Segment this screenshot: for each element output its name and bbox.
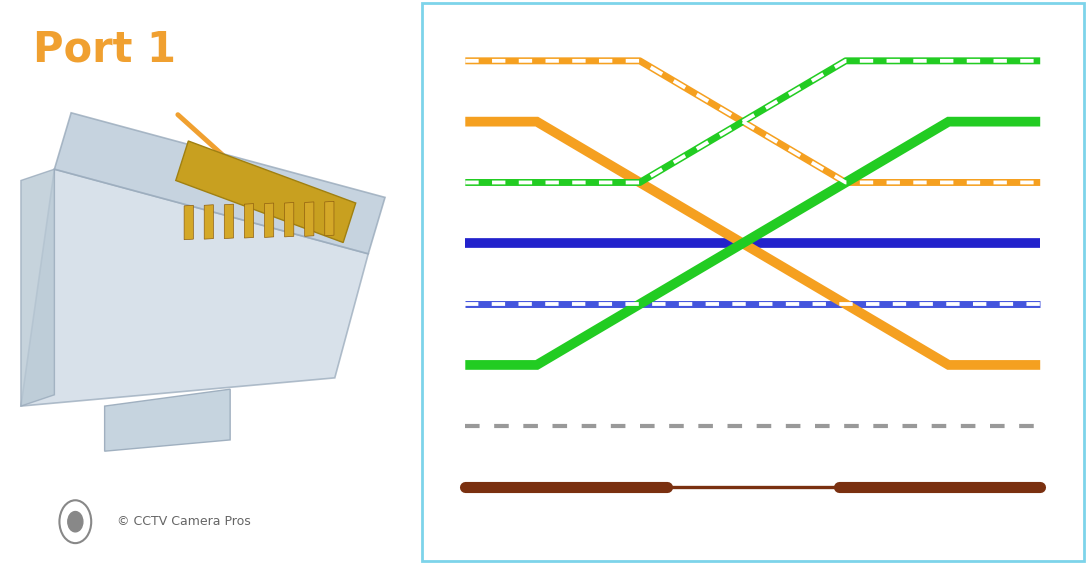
Text: 2: 2 xyxy=(433,113,445,131)
Polygon shape xyxy=(325,201,334,236)
Polygon shape xyxy=(224,204,234,239)
Text: Crossover wired cables: Crossover wired cables xyxy=(600,521,905,547)
Text: 5: 5 xyxy=(1061,295,1073,313)
Polygon shape xyxy=(104,389,230,451)
Text: 1: 1 xyxy=(433,52,445,70)
Polygon shape xyxy=(304,202,314,236)
Text: 8: 8 xyxy=(1061,478,1073,496)
Text: 6: 6 xyxy=(433,356,445,374)
Text: 1: 1 xyxy=(1061,52,1073,70)
Polygon shape xyxy=(184,205,193,240)
Text: 3: 3 xyxy=(433,174,445,191)
Text: 8: 8 xyxy=(433,478,445,496)
Polygon shape xyxy=(176,141,355,243)
Polygon shape xyxy=(21,169,368,406)
Text: 3: 3 xyxy=(1061,174,1073,191)
Text: 6: 6 xyxy=(1061,356,1073,374)
Circle shape xyxy=(67,512,83,532)
Polygon shape xyxy=(264,203,274,237)
Text: 5: 5 xyxy=(433,295,445,313)
Text: 4: 4 xyxy=(433,234,445,252)
Text: 4: 4 xyxy=(1061,234,1073,252)
Text: Port 1: Port 1 xyxy=(34,28,176,70)
Polygon shape xyxy=(245,204,253,238)
Text: 7: 7 xyxy=(1061,417,1073,435)
Text: 7: 7 xyxy=(433,417,445,435)
Polygon shape xyxy=(285,202,293,237)
Polygon shape xyxy=(204,205,213,239)
Text: 2: 2 xyxy=(1061,113,1073,131)
Text: © CCTV Camera Pros: © CCTV Camera Pros xyxy=(117,515,251,528)
Polygon shape xyxy=(21,169,54,406)
Polygon shape xyxy=(54,113,385,254)
